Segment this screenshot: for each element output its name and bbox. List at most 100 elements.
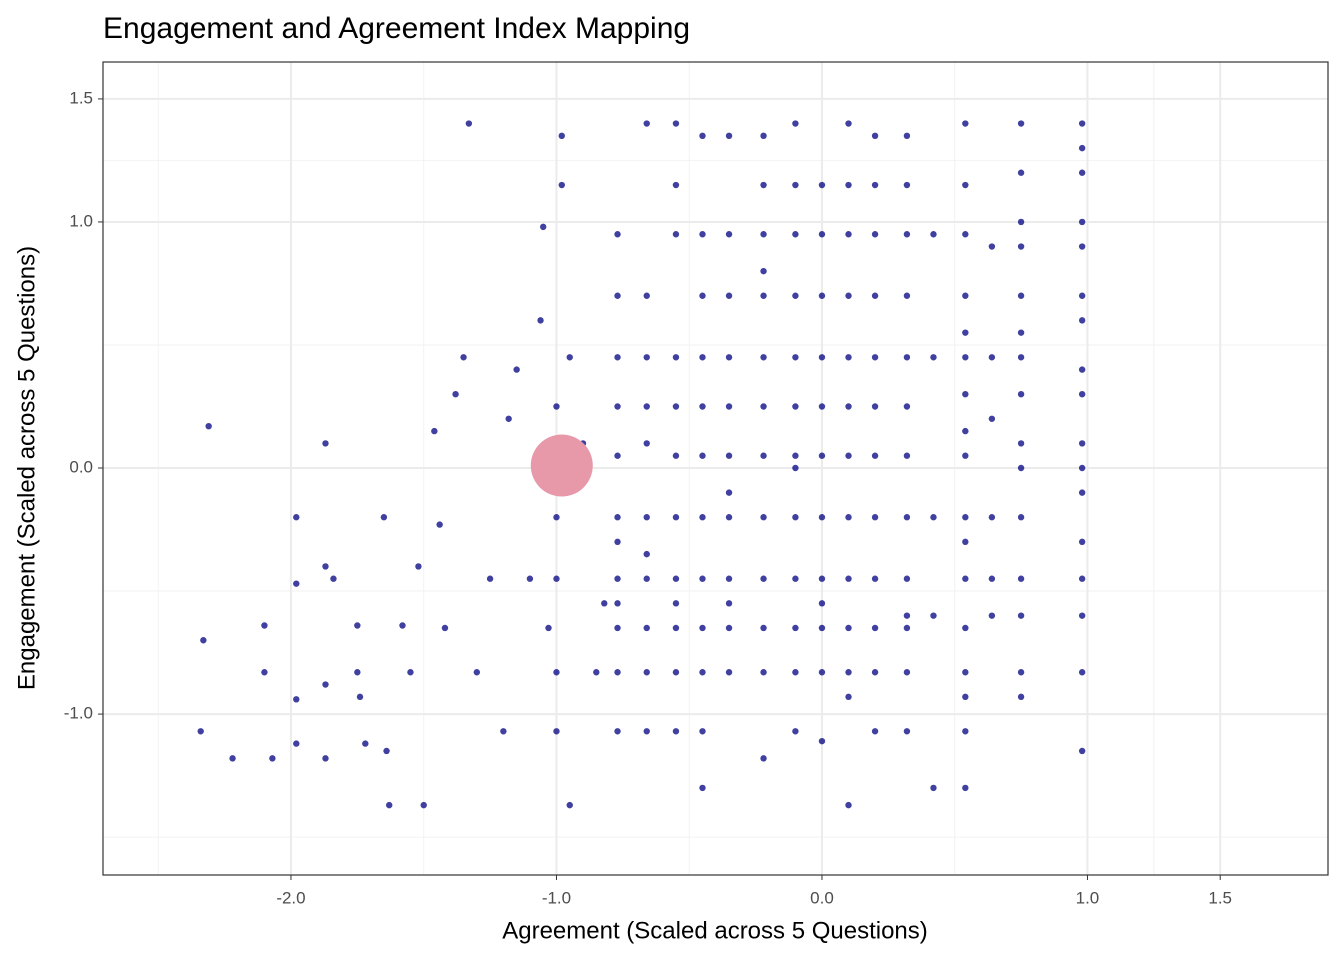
point: [792, 514, 799, 521]
point: [699, 354, 706, 361]
point: [643, 550, 650, 558]
point: [699, 514, 706, 521]
point: [699, 292, 706, 299]
point: [930, 784, 937, 792]
point: [1078, 317, 1086, 324]
point: [1078, 169, 1086, 176]
point: [643, 669, 650, 676]
point: [871, 181, 879, 189]
point: [792, 292, 799, 299]
point: [383, 747, 390, 755]
x-tick-label: 0.0: [810, 888, 834, 907]
point: [903, 403, 911, 410]
y-axis-title: Engagement (Scaled across 5 Questions): [13, 246, 40, 690]
point: [760, 514, 767, 521]
x-tick-label: -1.0: [542, 888, 571, 907]
point: [760, 292, 767, 299]
point: [988, 575, 996, 582]
point: [871, 669, 879, 676]
point: [643, 728, 650, 735]
point: [903, 292, 911, 299]
point: [293, 696, 300, 703]
point: [643, 292, 650, 299]
point: [1017, 390, 1025, 398]
point: [1078, 243, 1086, 250]
point: [614, 231, 621, 238]
point: [760, 132, 767, 140]
point: [354, 669, 361, 676]
point: [792, 669, 799, 676]
point: [322, 440, 329, 447]
point: [871, 132, 879, 140]
point: [1078, 489, 1086, 496]
point: [930, 612, 937, 619]
point: [903, 181, 911, 189]
point: [643, 403, 650, 410]
point: [530, 434, 593, 497]
point: [930, 231, 937, 238]
point: [760, 354, 767, 361]
point: [643, 120, 650, 127]
point: [962, 120, 969, 127]
point: [725, 669, 733, 676]
point: [431, 427, 438, 435]
point: [871, 728, 879, 735]
point: [962, 292, 969, 299]
point: [1017, 218, 1025, 226]
point: [760, 624, 767, 632]
point: [871, 403, 879, 410]
point: [818, 403, 826, 410]
point: [760, 669, 767, 676]
point: [818, 231, 826, 238]
point: [399, 622, 406, 629]
point: [699, 403, 706, 410]
point: [672, 624, 680, 632]
point: [293, 740, 300, 747]
point: [871, 452, 879, 459]
point: [441, 624, 449, 632]
point: [845, 120, 852, 127]
point: [699, 452, 706, 459]
point: [725, 452, 733, 459]
point: [614, 728, 621, 735]
point: [269, 755, 276, 762]
point: [261, 669, 268, 676]
point: [643, 575, 650, 582]
point: [699, 784, 706, 792]
point: [386, 801, 393, 809]
point: [322, 563, 329, 570]
point: [725, 600, 733, 607]
point: [553, 669, 560, 676]
point: [988, 354, 996, 361]
point: [1078, 612, 1086, 619]
point: [1017, 612, 1025, 619]
point: [566, 354, 573, 361]
point: [1017, 514, 1025, 521]
point: [725, 489, 733, 496]
chart-title: Engagement and Agreement Index Mapping: [103, 12, 690, 45]
point: [818, 624, 826, 632]
point: [760, 231, 767, 238]
point: [845, 354, 852, 361]
point: [356, 693, 364, 701]
point: [760, 403, 767, 410]
point: [725, 354, 733, 361]
point: [962, 728, 969, 735]
point: [988, 514, 996, 521]
point: [699, 575, 706, 582]
point: [1078, 538, 1086, 546]
point: [1017, 693, 1025, 701]
point: [322, 755, 329, 762]
point: [725, 231, 733, 238]
x-tick-label: 1.0: [1076, 888, 1100, 907]
point: [903, 231, 911, 238]
point: [513, 366, 520, 373]
point: [1017, 292, 1025, 299]
point: [505, 415, 512, 422]
point: [818, 669, 826, 676]
point: [871, 231, 879, 238]
point: [1017, 354, 1025, 361]
point: [1017, 440, 1025, 447]
point: [962, 181, 969, 189]
point: [962, 693, 969, 701]
